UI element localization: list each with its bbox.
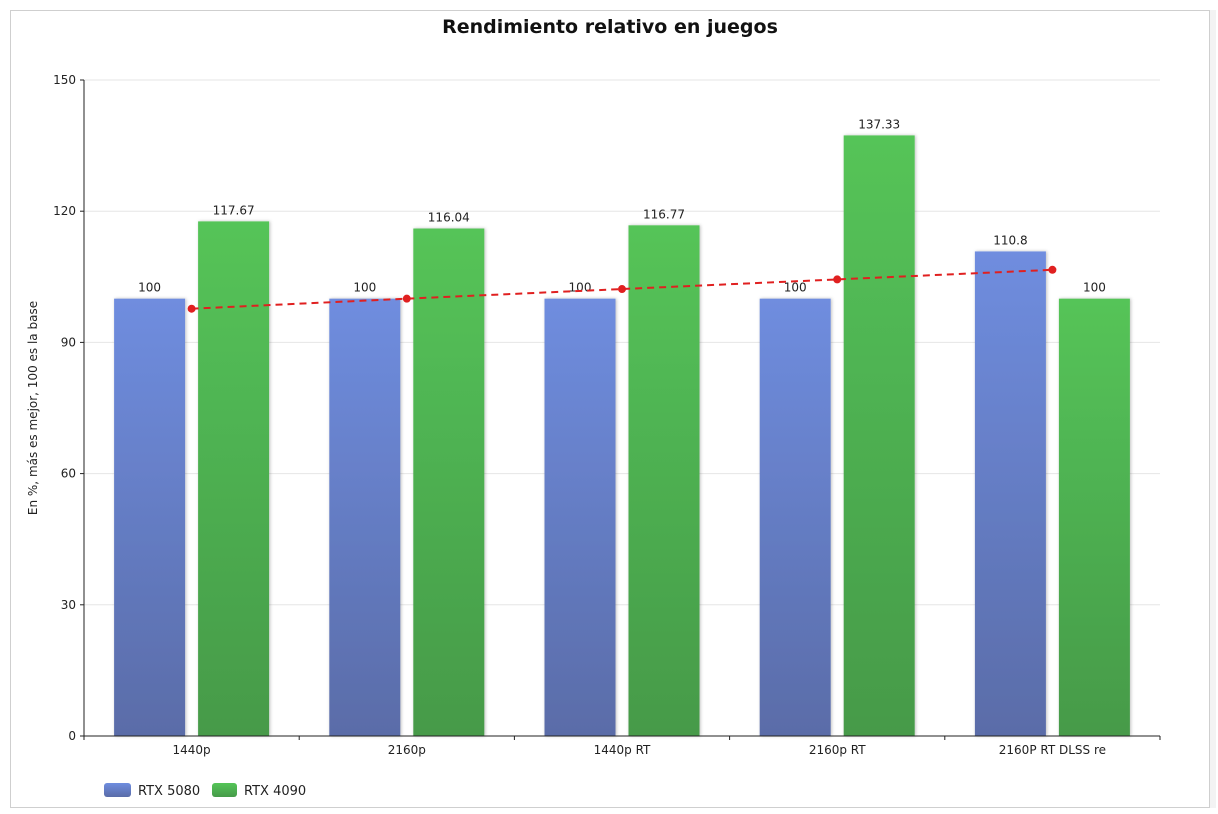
y-axis-ticks: 0 30 60 90 120 150: [53, 73, 84, 743]
x-tick-label: 2160p RT: [809, 743, 866, 757]
scrollbar-track[interactable]: [1210, 10, 1216, 808]
trendline-point[interactable]: [833, 275, 842, 284]
data-label: 116.77: [643, 207, 685, 221]
y-tick-label: 90: [61, 335, 76, 349]
y-tick-label: 120: [53, 204, 76, 218]
legend-swatch-rtx-4090: [212, 783, 237, 797]
data-label: 100: [1083, 281, 1106, 295]
data-label: 100: [353, 281, 376, 295]
bar-rtx-5080[interactable]: [759, 298, 831, 736]
bar-rtx-5080[interactable]: [114, 298, 186, 736]
bar-rtx-5080[interactable]: [974, 251, 1046, 736]
bar-rtx-4090[interactable]: [843, 135, 915, 736]
y-tick-label: 150: [53, 73, 76, 87]
bar-rtx-4090[interactable]: [198, 221, 270, 736]
bar-rtx-4090[interactable]: [1058, 298, 1130, 736]
y-tick-label: 60: [61, 467, 76, 481]
bar-rtx-5080[interactable]: [544, 298, 616, 736]
data-label: 110.8: [993, 233, 1027, 247]
data-label: 100: [569, 281, 592, 295]
data-label: 137.33: [858, 117, 900, 131]
data-label: 100: [138, 281, 161, 295]
data-label: 100: [784, 281, 807, 295]
data-label: 116.04: [428, 211, 470, 225]
x-tick-label: 1440p: [173, 743, 211, 757]
data-label: 117.67: [213, 203, 255, 217]
data-labels: 100 117.67 100 116.04 100 116.77 100 137.33 110.…: [138, 117, 1106, 294]
trendline: [187, 265, 1057, 313]
bar-rtx-4090[interactable]: [413, 228, 485, 736]
bar-rtx-5080[interactable]: [329, 298, 401, 736]
legend-label-rtx-5080[interactable]: RTX 5080: [138, 784, 200, 799]
legend-swatch-rtx-5080: [104, 783, 131, 797]
x-axis-ticks: 1440p 2160p 1440p RT 2160p RT 2160P RT DLSS …: [83, 736, 1161, 757]
x-tick-label: 2160p: [388, 743, 426, 757]
y-tick-label: 0: [68, 729, 76, 743]
bar-rtx-4090[interactable]: [628, 225, 700, 736]
x-tick-label: 2160P RT DLSS re: [999, 743, 1106, 757]
y-axis-label: En %, más es mejor, 100 es la base: [26, 301, 40, 515]
x-tick-label: 1440p RT: [594, 743, 651, 757]
chart-title: Rendimiento relativo en juegos: [442, 16, 778, 38]
bars: [114, 135, 1130, 736]
trendline-point[interactable]: [402, 294, 411, 303]
trendline-point[interactable]: [618, 285, 626, 294]
trendline-point[interactable]: [1048, 265, 1057, 274]
y-tick-label: 30: [61, 598, 76, 612]
legend: RTX 5080 RTX 4090: [104, 783, 306, 799]
trendline-point[interactable]: [187, 304, 196, 313]
legend-label-rtx-4090[interactable]: RTX 4090: [244, 784, 306, 799]
